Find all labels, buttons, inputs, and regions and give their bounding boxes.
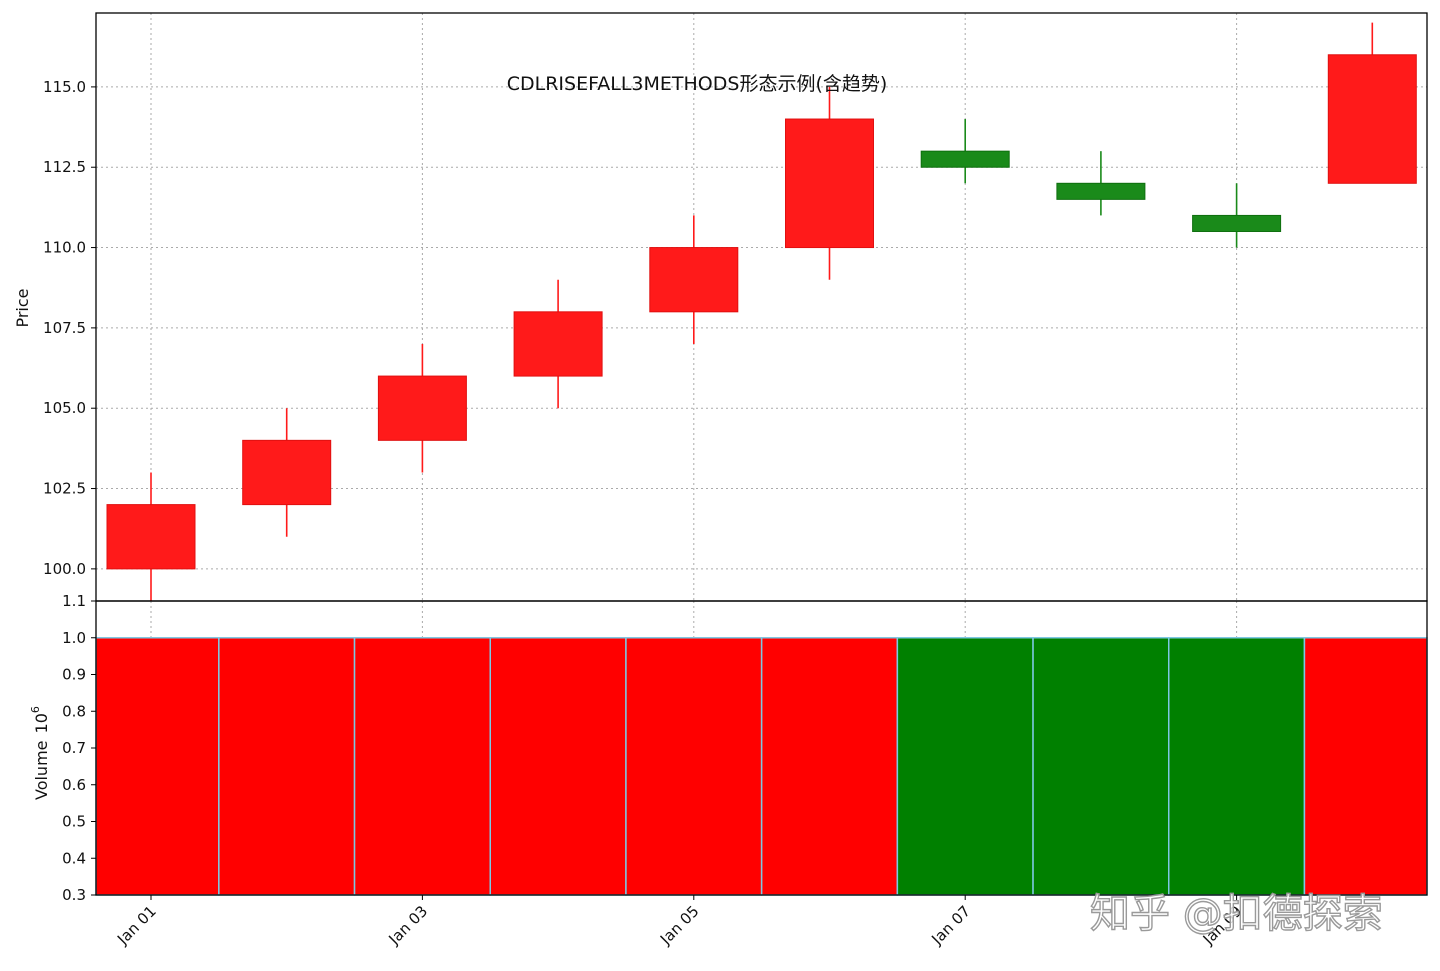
candle-body — [920, 150, 1010, 168]
volume-tick-label: 0.9 — [62, 666, 86, 684]
candles — [106, 22, 1417, 601]
volume-tick-label: 0.7 — [62, 739, 86, 757]
watermark: 知乎 @扣德探索 — [1090, 891, 1383, 937]
price-tick-label: 100.0 — [43, 560, 86, 578]
candle-jan-09 — [1192, 183, 1282, 248]
volume-bar — [1168, 637, 1306, 896]
x-axis-ticks: Jan 01 Jan 03 Jan 05 Jan 07 Jan 09 — [113, 895, 1245, 949]
volume-tick-label: 0.4 — [62, 849, 86, 867]
candle-body — [1192, 214, 1282, 232]
volume-bar — [760, 637, 899, 896]
price-axis-title: Price — [13, 288, 32, 327]
x-tick-label: Jan 03 — [385, 902, 432, 949]
x-tick-label: Jan 05 — [656, 902, 703, 949]
volume-scale-exponent: 6 — [29, 706, 42, 713]
volume-bar — [625, 637, 763, 896]
volume-tick-label: 0.5 — [62, 813, 86, 831]
candle-body — [513, 311, 603, 377]
price-tick-label: 115.0 — [43, 78, 86, 96]
candle-body — [1056, 182, 1146, 200]
volume-bar — [1303, 637, 1428, 896]
price-y-ticks: 100.0 102.5 105.0 107.5 110.0 112.5 115.0 — [43, 78, 96, 578]
volume-tick-label: 0.6 — [62, 776, 86, 794]
volume-bar — [218, 637, 356, 896]
price-tick-label: 107.5 — [43, 319, 86, 337]
candle-body — [785, 118, 874, 249]
volume-bar — [1032, 637, 1170, 896]
volume-tick-label: 1.1 — [62, 592, 86, 610]
price-tick-label: 112.5 — [43, 158, 86, 176]
volume-tick-label: 1.0 — [62, 629, 86, 647]
volume-scale-base: 10 — [32, 713, 51, 733]
volume-tick-label: 0.8 — [62, 702, 86, 720]
volume-bars — [95, 637, 1428, 896]
volume-bar — [95, 637, 220, 896]
price-panel-frame — [95, 12, 1428, 602]
candle-jan-07 — [920, 119, 1010, 184]
price-grid — [96, 13, 1427, 601]
candle-body — [106, 504, 196, 570]
chart-title: CDLRISEFALL3METHODS形态示例(含趋势) — [507, 73, 888, 95]
candle-body — [649, 247, 739, 313]
volume-bar — [353, 637, 491, 896]
candle-jan-10 — [1327, 22, 1417, 184]
x-tick-label: Jan 07 — [927, 902, 974, 949]
candle-body — [377, 375, 467, 441]
candle-jan-05 — [649, 215, 739, 344]
x-tick-label: Jan 01 — [113, 902, 160, 949]
candle-body — [242, 439, 332, 506]
candle-jan-06 — [785, 86, 874, 280]
candle-jan-01 — [106, 472, 196, 601]
volume-bar — [489, 637, 627, 896]
volume-axis-title: Volume 106 — [29, 706, 51, 800]
price-tick-label: 105.0 — [43, 399, 86, 417]
volume-panel-frame — [95, 600, 1428, 896]
candle-jan-04 — [513, 279, 603, 409]
price-tick-label: 102.5 — [43, 480, 86, 498]
price-tick-label: 110.0 — [43, 239, 86, 257]
volume-bar — [896, 637, 1034, 896]
volume-tick-label: 0.3 — [62, 886, 86, 904]
volume-axis-label: Volume — [32, 740, 51, 800]
volume-y-ticks: 0.3 0.4 0.5 0.6 0.7 0.8 0.9 1.0 1.1 — [62, 592, 96, 904]
candle-body — [1327, 54, 1417, 184]
candle-jan-03 — [377, 343, 467, 473]
candle-jan-08 — [1056, 151, 1146, 216]
candle-jan-02 — [242, 408, 332, 537]
